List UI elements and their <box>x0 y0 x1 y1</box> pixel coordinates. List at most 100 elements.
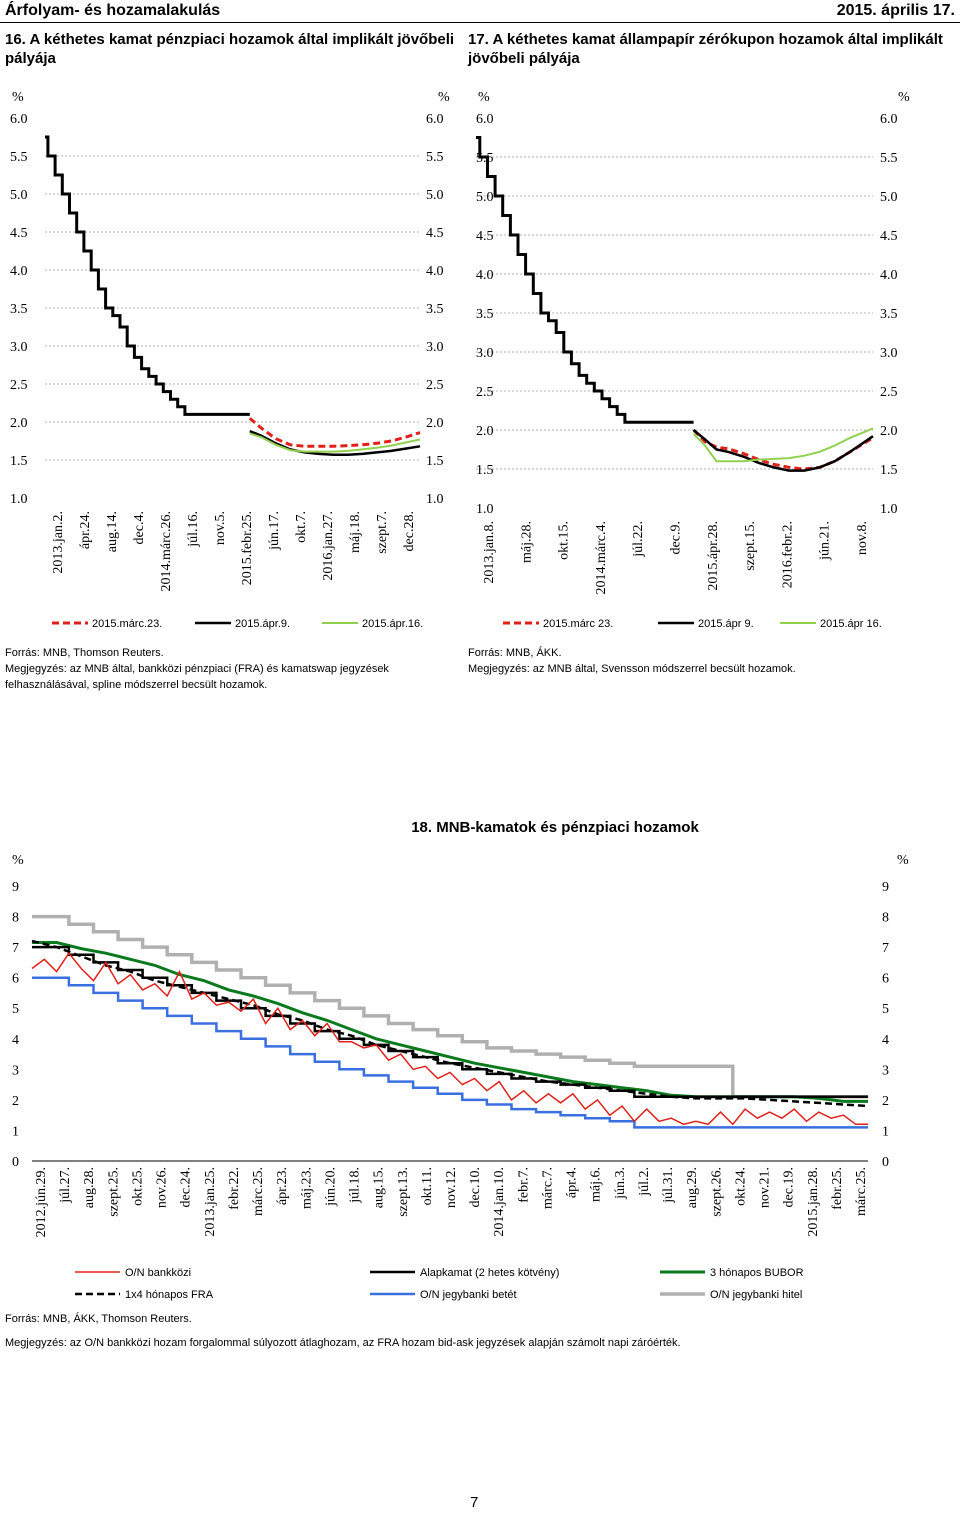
svg-c17-ylabel-left: % <box>478 90 490 105</box>
chart16: % % 1.0 1.0 1.5 1.5 2.0 2.0 2.5 2.5 3.0 3.0 3.5 3.5 4.… <box>10 90 450 630</box>
svg-c17-ytick-right: 3.5 <box>880 307 898 322</box>
chart18-series-line-4 <box>32 976 868 1129</box>
svg-c17-ytick-left: 6.0 <box>476 112 494 127</box>
svg-c16-xtick: jún.17. <box>267 511 282 551</box>
svg-c17-series-line-0 <box>692 428 874 471</box>
chart18-ytick-left: 2 <box>12 1094 19 1109</box>
svg-c16-xtick: máj.18. <box>348 511 363 553</box>
chart18-ytick-left: 0 <box>12 1155 19 1170</box>
chart18-ytick-left: 4 <box>12 1033 19 1048</box>
svg-c16-ytick-left: 1.0 <box>10 492 28 507</box>
svg-c17-series-line-2 <box>692 427 874 463</box>
chart18-xtick: dec.19. <box>782 1167 797 1207</box>
chart18-xtick: okt.25. <box>131 1167 146 1206</box>
chart18-xtick: febr.25. <box>830 1167 845 1210</box>
svg-c16-ytick-left: 5.5 <box>10 150 28 165</box>
chart18-ytick-right: 0 <box>882 1155 889 1170</box>
chart18-xtick: márc.7. <box>541 1167 556 1209</box>
chart18-ytick-right: 3 <box>882 1063 889 1078</box>
svg-c17-ytick-right: 5.0 <box>880 190 898 205</box>
svg-c17-xtick: szept.15. <box>743 521 758 571</box>
svg-c17-ytick-left: 4.5 <box>476 229 494 244</box>
chart18-xtick: júl.31. <box>661 1167 676 1204</box>
chart18-xtick: márc.25. <box>854 1167 869 1216</box>
chart18-xtick: 2013.jan.25. <box>203 1167 218 1237</box>
svg-c16-xtick: 2013.jan.2. <box>51 511 66 574</box>
chart18-xtick: 2014.jan.10. <box>492 1167 507 1237</box>
chart18-xtick: szept.13. <box>396 1167 411 1217</box>
svg-c16-xtick: aug.14. <box>105 511 120 552</box>
svg-c17-ytick-left: 3.5 <box>476 307 494 322</box>
report-date: 2015. április 17. <box>836 2 955 19</box>
chart18-xtick: máj.6. <box>589 1167 604 1202</box>
svg-c16-xtick: nov.5. <box>213 511 228 545</box>
svg-c16-ytick-left: 3.0 <box>10 340 28 355</box>
svg-c17-xtick: júl.22. <box>631 521 646 558</box>
svg-c16-xtick: okt.7. <box>294 511 309 543</box>
chart18-xtick: jún.20. <box>323 1167 338 1207</box>
svg-c16-series-line-0 <box>248 417 421 448</box>
chart18-legend-label-3: 1x4 hónapos FRA <box>125 1289 214 1301</box>
chart17-source: Forrás: MNB, ÁKK. <box>468 647 562 659</box>
chart18-ylabel-left: % <box>12 853 24 868</box>
page-number: 7 <box>470 1494 479 1511</box>
chart18-xtick: aug.28. <box>82 1167 97 1208</box>
svg-c17-ytick-left: 1.0 <box>476 502 494 517</box>
chart18-xtick: 2012.jún.29. <box>34 1167 49 1237</box>
chart18-xtick: febr.22. <box>227 1167 242 1210</box>
svg-c17-xtick: 2014.márc.4. <box>594 521 609 594</box>
svg-c17-xtick: 2013.jan.8. <box>482 521 497 584</box>
chart18-series-line-5 <box>31 951 868 1126</box>
chart18-ylabel-right: % <box>897 853 909 868</box>
chart18-ytick-left: 6 <box>12 972 19 987</box>
svg-c17-ytick-left: 2.5 <box>476 385 494 400</box>
svg-c16-ytick-right: 2.0 <box>426 416 444 431</box>
svg-c16-ytick-right: 2.5 <box>426 378 444 393</box>
svg-c17-ylabel-right: % <box>898 90 910 105</box>
svg-c16-xtick: júl.16. <box>186 511 201 548</box>
chart18-ytick-left: 3 <box>12 1063 19 1078</box>
chart18-xtick: nov.26. <box>155 1167 170 1208</box>
chart18-ytick-right: 6 <box>882 972 889 987</box>
chart18-xtick: márc.25. <box>251 1167 266 1216</box>
svg-c16-ytick-right: 3.0 <box>426 340 444 355</box>
svg-c16-ytick-right: 5.5 <box>426 150 444 165</box>
chart17-title: 17. A kéthetes kamat állampapír zérókupo… <box>468 31 943 67</box>
chart18-xtick: júl.27. <box>58 1167 73 1204</box>
chart18-xtick: ápr.23. <box>275 1167 290 1205</box>
svg-c16-ytick-left: 1.5 <box>10 454 28 469</box>
svg-c16-xtick: szept.7. <box>375 511 390 554</box>
svg-c16-ytick-right: 3.5 <box>426 302 444 317</box>
svg-c16-series-line-2 <box>249 432 421 453</box>
chart16-title: 16. A kéthetes kamat pénzpiaci hozamok á… <box>5 31 455 67</box>
chart17: % % 1.0 1.0 1.5 1.5 2.0 2.0 2.5 2.5 3.0 3.0 3.5 3.5 4.… <box>476 90 910 630</box>
svg-c17-xtick: 2016.febr.2. <box>780 521 795 588</box>
chart18-ytick-right: 8 <box>882 911 889 926</box>
chart16-source: Forrás: MNB, Thomson Reuters. <box>5 647 164 659</box>
chart18-ytick-right: 1 <box>882 1124 889 1139</box>
chart18-ytick-right: 4 <box>882 1033 889 1048</box>
chart18-source: Forrás: MNB, ÁKK, Thomson Reuters. <box>5 1313 192 1325</box>
chart18-xtick: júl.2. <box>637 1167 652 1197</box>
chart18-xtick: nov.12. <box>444 1167 459 1208</box>
chart18-ytick-right: 5 <box>882 1002 889 1017</box>
svg-c17-series-line-1 <box>692 429 874 472</box>
svg-c17-history-line <box>476 136 694 424</box>
svg-c17-ytick-left: 4.0 <box>476 268 494 283</box>
chart18-series-line-0 <box>32 914 868 1099</box>
chart18-series-line-3 <box>31 939 869 1108</box>
svg-c16-xtick: 2016.jan.27. <box>321 511 336 581</box>
chart18-ytick-left: 9 <box>12 880 19 895</box>
svg-c16-ylabel-right: % <box>438 90 450 105</box>
chart18-ytick-right: 9 <box>882 880 889 895</box>
chart18-xtick: dec.10. <box>468 1167 483 1207</box>
svg-c17-ytick-right: 3.0 <box>880 346 898 361</box>
chart18-xtick: febr.7. <box>516 1167 531 1203</box>
chart18-note: Megjegyzés: az O/N bankközi hozam forgal… <box>5 1337 681 1349</box>
chart16-note: Megjegyzés: az MNB által, bankközi pénzp… <box>5 663 389 691</box>
svg-c16-ytick-left: 6.0 <box>10 112 28 127</box>
svg-c17-xtick: 2015.ápr.28. <box>706 521 721 591</box>
svg-c16-ytick-right: 6.0 <box>426 112 444 127</box>
svg-c16-ytick-left: 2.0 <box>10 416 28 431</box>
svg-c17-ytick-right: 4.0 <box>880 268 898 283</box>
